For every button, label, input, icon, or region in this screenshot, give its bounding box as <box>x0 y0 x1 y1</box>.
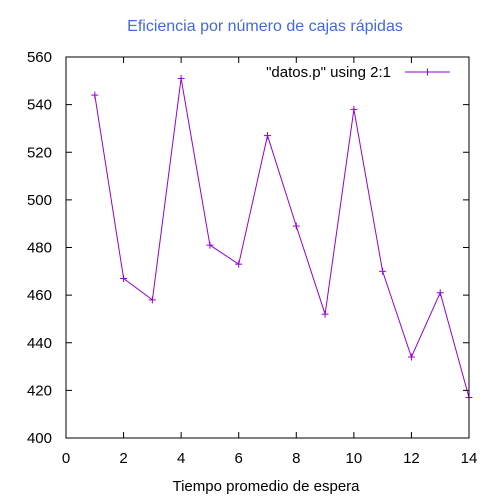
legend-label: "datos.p" using 2:1 <box>266 64 391 81</box>
y-tick-label: 500 <box>27 192 52 209</box>
tick-labels: 0 2 4 6 8 10 12 14 400 420 440 460 480 500 520 540 560 <box>27 49 477 467</box>
x-tick-label: 8 <box>292 450 300 467</box>
chart-title: Eficiencia por número de cajas rápidas <box>127 18 403 35</box>
data-point <box>292 222 300 230</box>
data-point <box>436 289 444 297</box>
y-tick-label: 440 <box>27 335 52 352</box>
x-tick-label: 0 <box>62 450 70 467</box>
data-point <box>350 105 358 113</box>
y-tick-label: 420 <box>27 382 52 399</box>
x-axis-label: Tiempo promedio de espera <box>172 478 360 495</box>
plot-frame <box>65 56 470 439</box>
data-point <box>379 267 387 275</box>
series-layer <box>91 74 473 402</box>
data-point <box>177 74 185 82</box>
data-point <box>321 310 329 318</box>
x-tick-label: 10 <box>346 450 363 467</box>
data-point <box>91 91 99 99</box>
series-line <box>94 78 470 398</box>
axis-ticks <box>65 56 470 439</box>
y-tick-label: 560 <box>27 49 52 66</box>
data-point <box>407 353 415 361</box>
x-tick-label: 4 <box>177 450 185 467</box>
y-tick-label: 480 <box>27 240 52 257</box>
legend: "datos.p" using 2:1 <box>266 64 450 81</box>
y-tick-label: 460 <box>27 287 52 304</box>
x-tick-label: 12 <box>403 450 420 467</box>
y-tick-label: 520 <box>27 144 52 161</box>
x-tick-label: 2 <box>119 450 127 467</box>
x-tick-label: 14 <box>461 450 478 467</box>
data-point <box>120 274 128 282</box>
data-point <box>206 241 214 249</box>
y-tick-label: 400 <box>27 430 52 447</box>
data-point <box>264 132 271 140</box>
data-point <box>235 260 243 268</box>
y-tick-label: 540 <box>27 97 52 114</box>
data-point <box>148 296 156 304</box>
x-tick-label: 6 <box>235 450 243 467</box>
